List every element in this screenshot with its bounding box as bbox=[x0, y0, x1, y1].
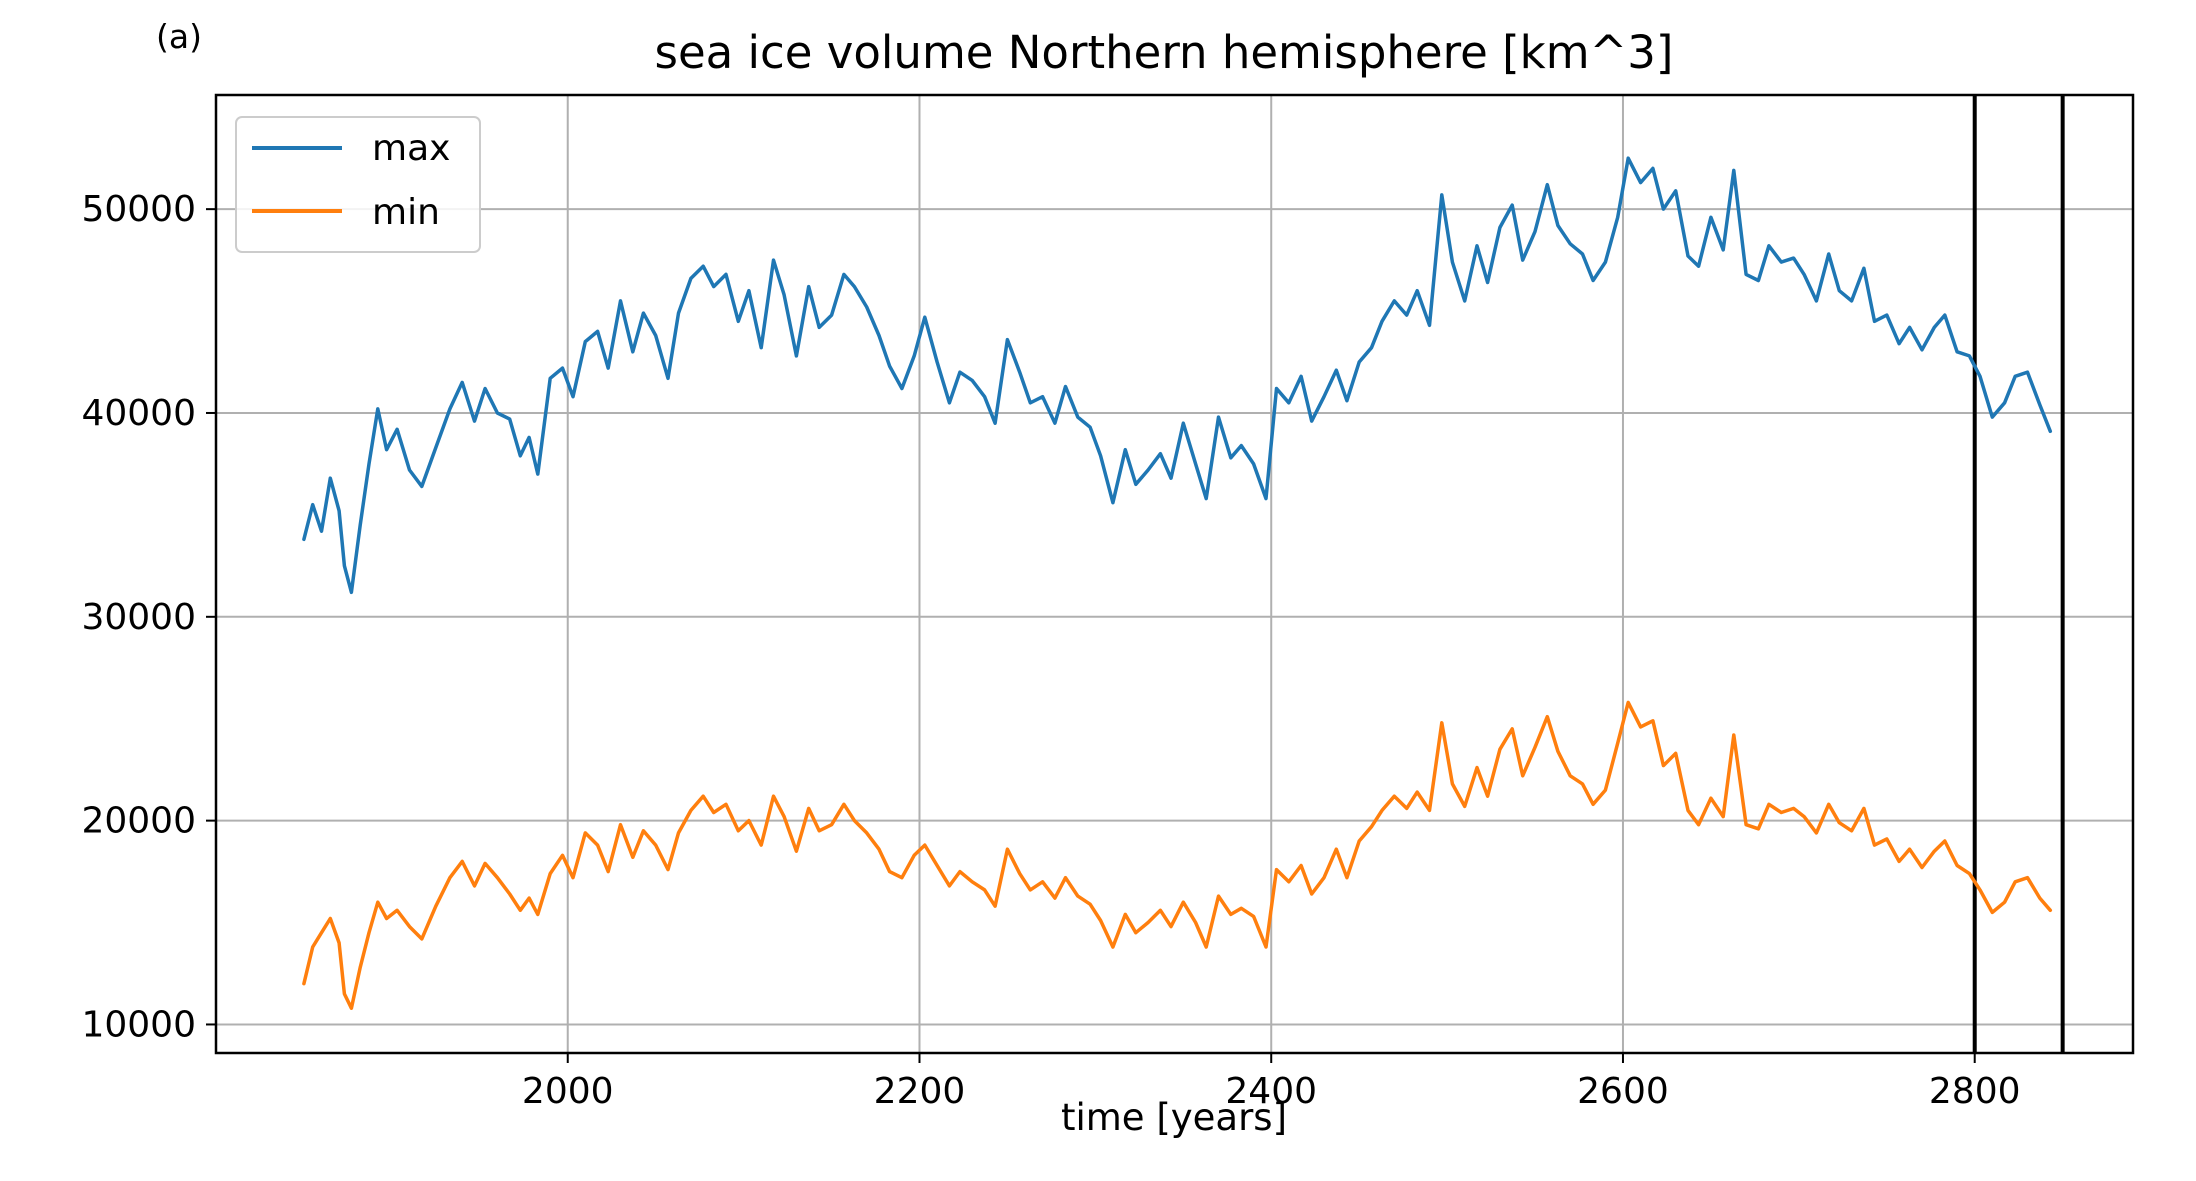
x-tick-label: 2400 bbox=[1225, 1071, 1317, 1112]
y-axis-ticks: 10000 20000 30000 40000 50000 bbox=[81, 189, 216, 1045]
series-line-max bbox=[302, 156, 2053, 595]
x-tick-label: 2200 bbox=[874, 1071, 966, 1112]
legend-label-min: min bbox=[372, 192, 440, 233]
x-tick-label: 2000 bbox=[522, 1071, 614, 1112]
legend-label-max: max bbox=[372, 128, 450, 169]
legend-box bbox=[235, 116, 481, 253]
y-tick-label: 40000 bbox=[81, 393, 196, 434]
x-axis-label: time [years] bbox=[1061, 1096, 1287, 1139]
vertical-markers bbox=[1972, 95, 2065, 1053]
chart-title: sea ice volume Northern hemisphere [km^3… bbox=[655, 26, 1674, 79]
x-tick-label: 2800 bbox=[1929, 1071, 2021, 1112]
panel-label: (a) bbox=[156, 17, 202, 56]
grid bbox=[216, 95, 2133, 1053]
plot-frame bbox=[214, 93, 2135, 1055]
y-tick-label: 10000 bbox=[81, 1004, 196, 1045]
y-tick-label: 30000 bbox=[81, 597, 196, 638]
legend: max min bbox=[235, 116, 481, 253]
series-lines bbox=[302, 156, 2053, 1010]
series-line-min bbox=[302, 700, 2053, 1010]
x-tick-label: 2600 bbox=[1577, 1071, 1669, 1112]
y-tick-label: 20000 bbox=[81, 801, 196, 842]
x-axis-ticks: 2000 2200 2400 2600 2800 bbox=[522, 1053, 2021, 1112]
y-tick-label: 50000 bbox=[81, 189, 196, 230]
